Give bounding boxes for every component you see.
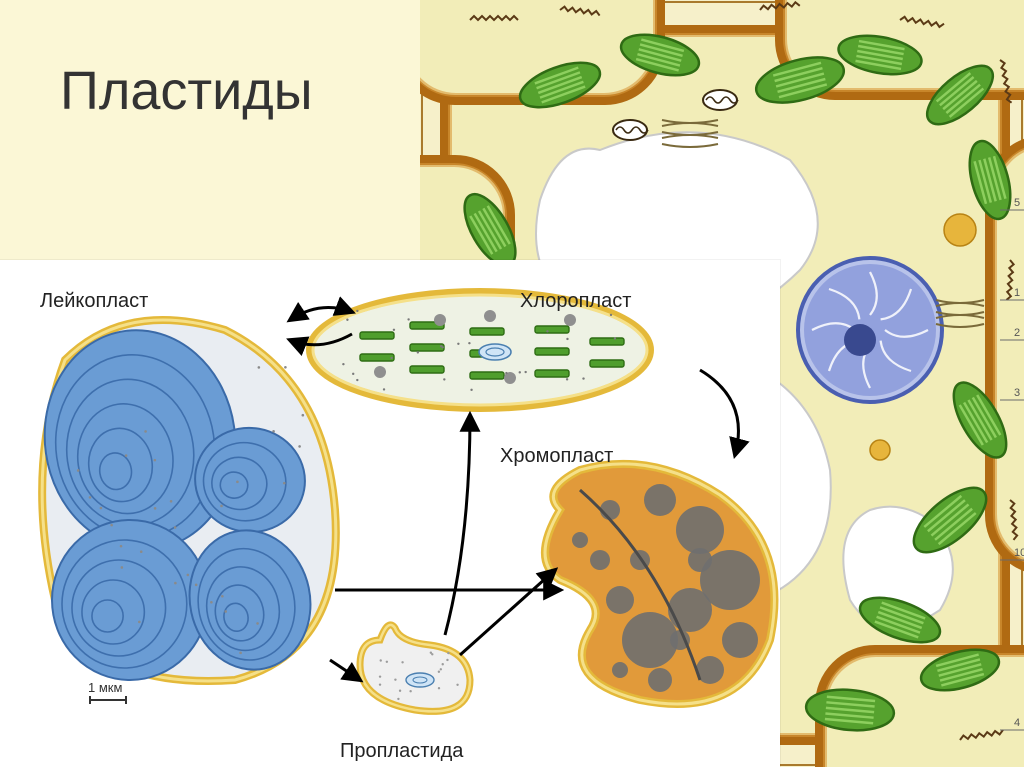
page-title: Пластиды bbox=[60, 60, 313, 122]
scale-bar-label: 1 мкм bbox=[88, 680, 122, 695]
stage: 12345101 Пластиды Лейкопласт Хлоропласт … bbox=[0, 0, 1024, 767]
svg-text:4: 4 bbox=[1014, 717, 1020, 729]
svg-text:10: 10 bbox=[1014, 547, 1024, 559]
label-proplastid: Пропластида bbox=[340, 740, 463, 763]
label-chromoplast: Хромопласт bbox=[500, 445, 613, 468]
svg-text:5: 5 bbox=[1014, 197, 1020, 209]
label-leucoplast: Лейкопласт bbox=[40, 290, 148, 313]
svg-text:1: 1 bbox=[1014, 287, 1020, 299]
svg-text:2: 2 bbox=[1014, 327, 1020, 339]
svg-text:3: 3 bbox=[1014, 387, 1020, 399]
label-chloroplast: Хлоропласт bbox=[520, 290, 631, 313]
